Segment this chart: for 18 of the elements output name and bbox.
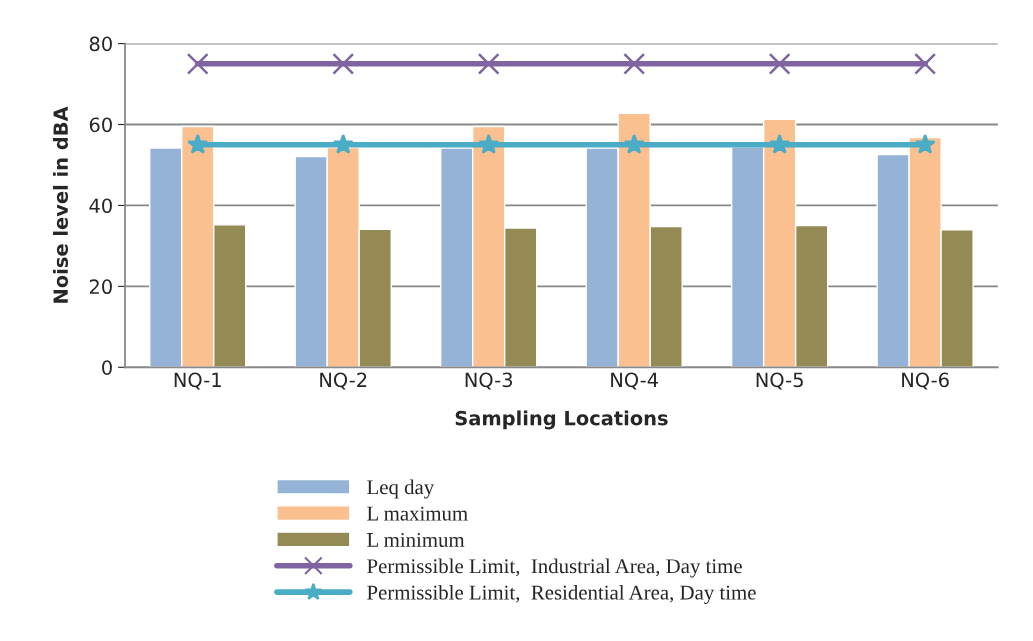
x-tick-label: NQ-5	[756, 372, 803, 390]
legend-label: Permissible Limit, Residential Area, Day time	[367, 584, 756, 604]
legend-label: L minimum	[367, 532, 465, 547]
x-tick-label: NQ-4	[611, 372, 658, 390]
x-axis-title: Sampling Locations	[455, 410, 668, 430]
y-tick-label: 0	[102, 360, 112, 375]
legend-label: Leq day	[367, 479, 435, 499]
legend-label: L maximum	[367, 506, 468, 521]
legend-label: Permissible Limit, Industrial Area, Day time	[367, 558, 742, 578]
x-tick-label: NQ-2	[320, 372, 367, 390]
y-tick-label: 40	[89, 198, 112, 214]
x-tick-label: NQ-1	[174, 372, 221, 390]
y-tick-label: 80	[89, 36, 112, 52]
y-tick-label: 60	[89, 117, 112, 133]
x-tick-label: NQ-6	[902, 372, 949, 390]
y-tick-label: 20	[89, 279, 112, 295]
x-tick-label: NQ-3	[465, 372, 513, 390]
y-axis-title: Noise level in dBA	[52, 106, 69, 303]
